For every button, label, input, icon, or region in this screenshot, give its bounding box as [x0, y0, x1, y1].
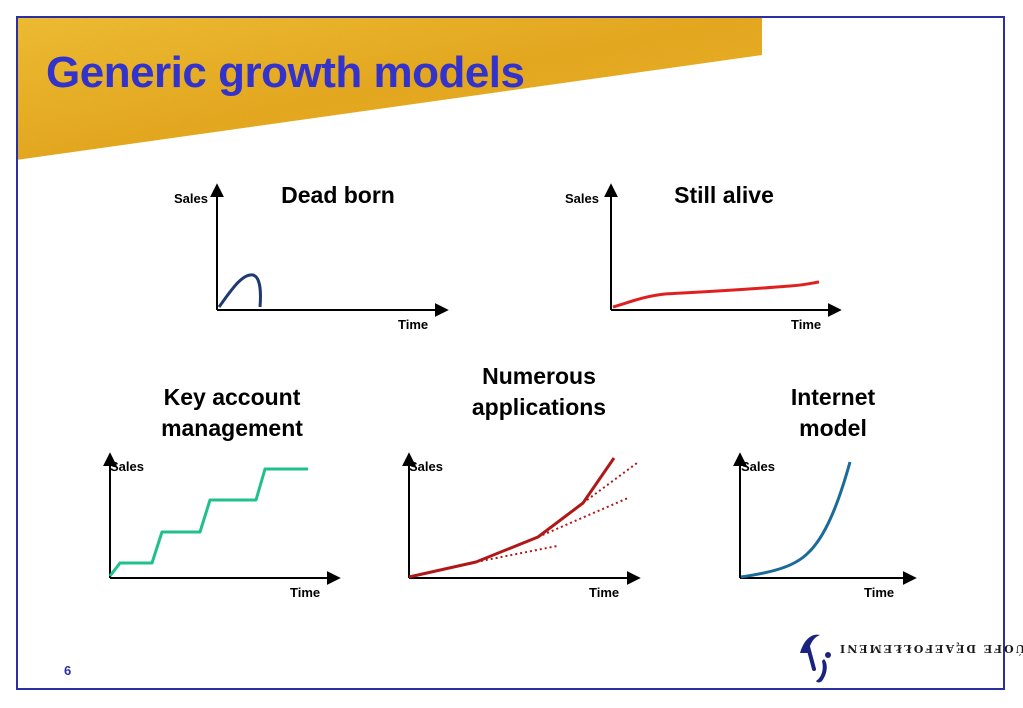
axis-label-time: Time: [589, 585, 620, 600]
axis-label-time: Time: [864, 585, 895, 600]
sales-curve-key-account: [108, 467, 308, 577]
sales-curve-still-alive: [612, 280, 820, 309]
axis-label-time: Time: [791, 317, 822, 332]
panel-title-line: management: [161, 415, 303, 441]
institution-logo-icon: [800, 634, 831, 683]
panel-title-line: Key account: [163, 384, 301, 410]
trend-line-dotted: [475, 545, 558, 563]
title-banner: [16, 16, 762, 160]
sales-curve-numerous-applications: [408, 457, 616, 579]
axis-label-sales: Sales: [409, 459, 443, 474]
axis-label-sales: Sales: [565, 191, 599, 206]
sales-curve-dead-born: [217, 273, 262, 308]
panel-title-line: Numerous: [482, 363, 596, 389]
panel-title-internet-model: Internet model: [743, 382, 923, 444]
sales-curve-internet-model: [740, 461, 852, 579]
logo-text: ÚOFE DĘAEFOŁŁEMENI: [838, 642, 1023, 655]
page-number: 6: [64, 663, 72, 678]
panel-title-dead-born: Dead born: [258, 180, 418, 211]
panel-title-line: model: [799, 415, 867, 441]
panel-title-line: Dead born: [281, 182, 395, 208]
plot-dead-born: [210, 183, 449, 317]
panel-title-numerous-applications: Numerous applications: [439, 361, 639, 423]
plot-key-account: [103, 452, 341, 585]
panel-title-line: Still alive: [674, 182, 774, 208]
trend-line-dotted: [582, 462, 638, 504]
axis-label-sales: Sales: [174, 191, 208, 206]
panel-title-line: applications: [471, 394, 607, 420]
axis-label-time: Time: [398, 317, 429, 332]
slide-title: Generic growth models: [46, 48, 525, 97]
plot-numerous-applications: [402, 452, 641, 585]
slide-frame: [16, 16, 1005, 690]
plot-still-alive: [604, 183, 842, 317]
panel-title-key-account: Key account management: [132, 382, 332, 444]
axis-label-sales: Sales: [110, 459, 144, 474]
trend-line-dotted: [537, 497, 629, 538]
axis-label-time: Time: [290, 585, 321, 600]
axis-label-sales: Sales: [741, 459, 775, 474]
plot-internet-model: [733, 452, 917, 585]
panel-title-line: Internet: [790, 384, 876, 410]
panel-title-still-alive: Still alive: [644, 180, 804, 211]
